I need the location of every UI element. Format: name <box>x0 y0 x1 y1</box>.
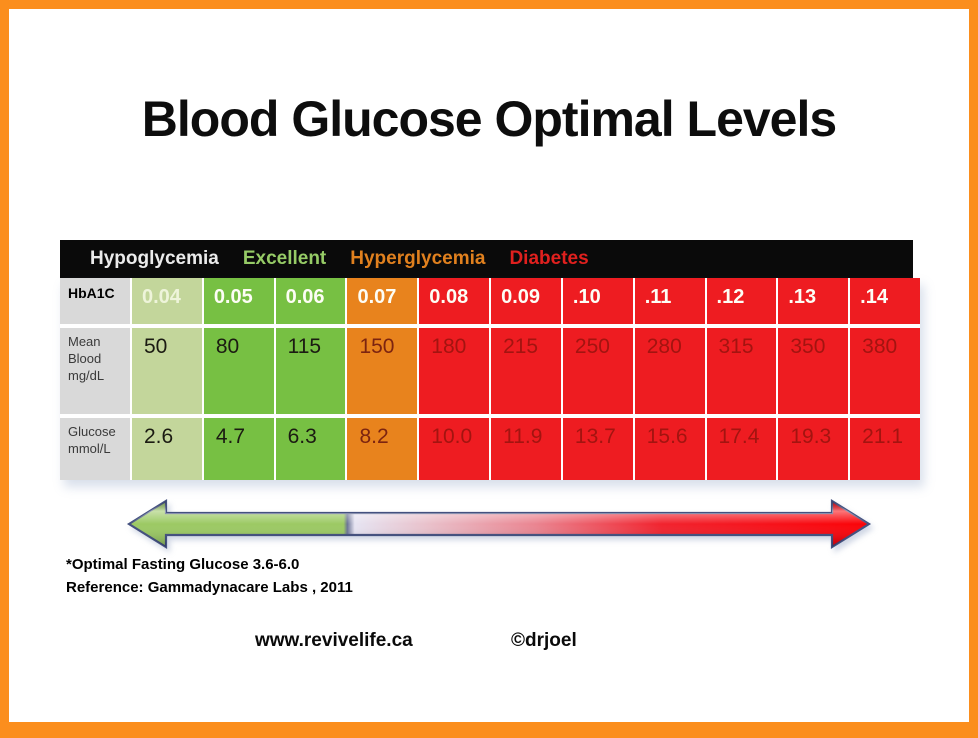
credit-text: ©drjoel <box>511 630 577 651</box>
header-cell-0.07: 0.07 <box>347 278 418 324</box>
green-to-red-gradient-arrow <box>126 499 872 549</box>
value-cell: 215 <box>491 328 561 414</box>
value-cell: 350 <box>778 328 849 414</box>
double-arrow-sheen <box>129 501 869 547</box>
header-cell-0.06: 0.06 <box>275 278 346 324</box>
header-cell-.11: .11 <box>634 278 705 324</box>
footnote-optimal-range: *Optimal Fasting Glucose 3.6-6.0 <box>66 556 300 573</box>
value-cell: 11.9 <box>491 418 561 480</box>
value-cell: 10.0 <box>419 418 490 480</box>
value-cell: 315 <box>706 328 777 414</box>
value-cell: 6.3 <box>275 418 346 480</box>
value-cell: 15.6 <box>634 418 705 480</box>
value-cell: 250 <box>562 328 633 414</box>
header-cell-0.04: 0.04 <box>132 278 202 324</box>
website-text: www.revivelife.ca <box>255 630 413 651</box>
zone-label-diabetes: Diabetes <box>509 248 589 269</box>
risk-zone-legend-bar: Hypoglycemia Excellent Hyperglycemia Diabet… <box>60 240 913 278</box>
value-cell: 17.4 <box>706 418 777 480</box>
footnote-block: *Optimal Fasting Glucose 3.6-6.0 Referen… <box>66 553 353 599</box>
value-cell: 80 <box>203 328 274 414</box>
header-cell-0.09: 0.09 <box>491 278 561 324</box>
value-cell: 2.6 <box>132 418 202 480</box>
value-cell: 115 <box>275 328 346 414</box>
value-cell: 8.2 <box>347 418 418 480</box>
zone-label-hyperglycemia: Hyperglycemia <box>350 248 486 269</box>
value-cell: 180 <box>419 328 490 414</box>
header-cell-0.08: 0.08 <box>419 278 490 324</box>
value-cell: 380 <box>850 328 920 414</box>
value-cell: 280 <box>634 328 705 414</box>
corner-label-hba1c: HbA1C <box>60 278 130 324</box>
zone-label-excellent: Excellent <box>242 248 327 269</box>
value-cell: 21.1 <box>850 418 920 480</box>
footnote-reference: Reference: Gammadynacare Labs , 2011 <box>66 579 353 596</box>
zone-label-hypoglycemia: Hypoglycemia <box>90 248 219 269</box>
header-cell-.10: .10 <box>562 278 633 324</box>
row-label-1: Glucose mmol/L <box>60 418 130 480</box>
value-cell: 50 <box>132 328 202 414</box>
value-cell: 19.3 <box>778 418 849 480</box>
header-cell-.12: .12 <box>706 278 777 324</box>
row-label-0: Mean Blood mg/dL <box>60 328 130 414</box>
glucose-table: HbA1C 0.04 0.05 0.06 0.07 0.08 0.09.10.11.12.1… <box>60 278 920 480</box>
value-cell: 13.7 <box>562 418 633 480</box>
header-cell-0.05: 0.05 <box>203 278 274 324</box>
header-cell-.13: .13 <box>778 278 849 324</box>
header-cell-.14: .14 <box>850 278 920 324</box>
page-title: Blood Glucose Optimal Levels <box>141 91 837 147</box>
value-cell: 150 <box>347 328 418 414</box>
value-cell: 4.7 <box>203 418 274 480</box>
